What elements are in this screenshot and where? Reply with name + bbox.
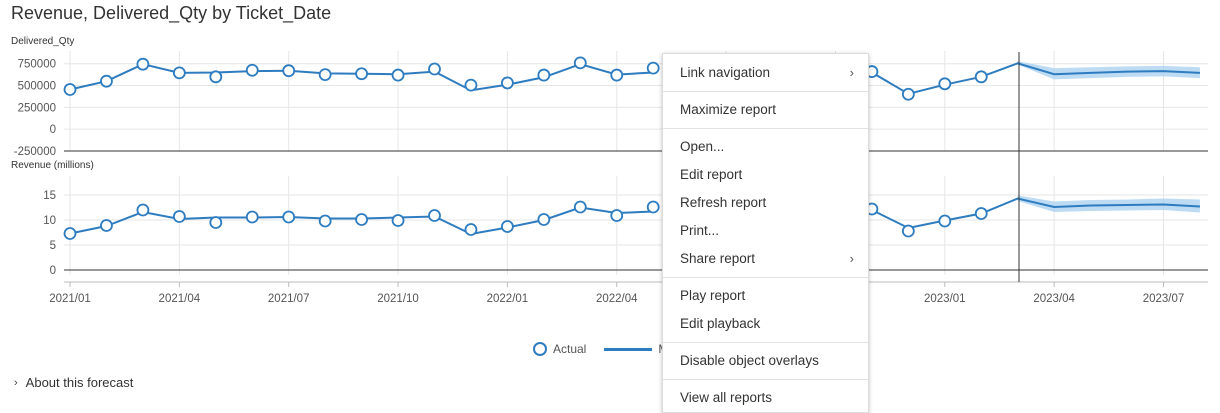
actual-data-point [355, 67, 369, 81]
actual-data-point [901, 224, 915, 238]
actual-data-point [100, 219, 113, 232]
actual-data-point [428, 209, 441, 222]
model-series-line [871, 62, 1200, 95]
chevron-right-icon: › [849, 251, 854, 266]
y-tick-label: 0 [50, 124, 56, 136]
y-tick-label: 10 [43, 215, 56, 227]
menu-item-open[interactable]: Open... [680, 139, 725, 154]
x-tick-label: 2023/04 [1033, 293, 1075, 305]
menu-separator [663, 342, 868, 343]
menu-item-refresh-report[interactable]: Refresh report [680, 195, 767, 210]
actual-data-point [391, 68, 405, 82]
actual-data-point [318, 214, 332, 228]
actual-data-point [209, 216, 223, 229]
actual-data-point [172, 210, 186, 223]
actual-data-point [355, 213, 369, 226]
actual-data-point [172, 66, 186, 80]
x-tick-label: 2022/01 [487, 293, 529, 305]
menu-item-print[interactable]: Print... [680, 223, 720, 238]
y-tick-label: 500000 [18, 81, 56, 93]
menu-item-disable-object-overlays[interactable]: Disable object overlays [680, 353, 819, 368]
actual-data-point [610, 209, 624, 222]
actual-data-point [245, 63, 259, 77]
x-tick-label: 2021/01 [49, 293, 91, 305]
y-tick-label: 250000 [18, 102, 56, 114]
actual-data-point [282, 64, 296, 78]
actual-data-point [974, 207, 988, 220]
legend-actual-marker [533, 342, 547, 356]
actual-data-point [646, 200, 660, 214]
y-axis-title: Revenue (millions) [11, 160, 94, 171]
about-forecast-label: About this forecast [25, 375, 134, 390]
y-tick-label: -250000 [14, 146, 56, 158]
actual-data-point [464, 223, 478, 236]
y-tick-label: 5 [50, 240, 56, 252]
actual-data-point [901, 87, 915, 101]
actual-data-point [245, 210, 259, 224]
forecast-confidence-band [1017, 195, 1200, 213]
context-menu: Link navigation › Maximize report Open..… [662, 53, 869, 413]
menu-item-view-all-reports[interactable]: View all reports [680, 390, 773, 405]
actual-data-point [537, 68, 551, 82]
actual-data-point [136, 57, 150, 71]
x-tick-label: 2021/04 [159, 293, 201, 305]
menu-item-link-navigation[interactable]: Link navigation › [663, 59, 868, 87]
revenue-panel: Revenue (millions) 15 10 5 0 [11, 160, 1208, 277]
actual-data-point [464, 78, 478, 92]
model-series-line [871, 197, 1201, 230]
menu-item-edit-report[interactable]: Edit report [680, 167, 743, 182]
actual-data-point [938, 214, 952, 228]
actual-data-point [63, 83, 77, 96]
menu-separator [663, 379, 868, 380]
y-tick-label: 750000 [18, 59, 56, 71]
actual-data-point [646, 61, 660, 75]
chevron-right-icon: › [14, 376, 18, 389]
actual-data-point [610, 68, 624, 82]
actual-data-point [136, 203, 150, 217]
x-tick-label: 2022/04 [596, 293, 638, 305]
actual-data-point [428, 62, 441, 76]
actual-data-point [537, 213, 551, 226]
actual-data-point [573, 56, 587, 70]
menu-item-edit-playback[interactable]: Edit playback [680, 316, 761, 331]
actual-data-point [282, 210, 296, 224]
legend-model-marker [604, 347, 653, 351]
chart-title: Revenue, Delivered_Qty by Ticket_Date [11, 3, 332, 23]
legend: Actual M [533, 342, 668, 356]
x-tick-label: 2023/01 [924, 293, 966, 305]
y-tick-label: 15 [43, 190, 56, 202]
delivered-qty-panel: Delivered_Qty 750000 500000 250000 0 -250000 [11, 36, 1208, 158]
menu-separator [663, 277, 868, 278]
actual-data-point [938, 77, 952, 91]
menu-separator [663, 91, 868, 92]
y-tick-label: 0 [50, 265, 56, 277]
x-axis: 2021/01 2021/04 2021/07 2021/10 2022/01 2022/… [49, 281, 1208, 305]
x-tick-label: 2021/07 [268, 293, 310, 305]
actual-data-point [974, 70, 988, 84]
actual-data-point [318, 68, 332, 82]
actual-data-point [500, 76, 514, 90]
actual-data-point [573, 200, 587, 214]
menu-separator [663, 128, 868, 129]
actual-data-point [63, 227, 77, 240]
y-axis-title: Delivered_Qty [11, 36, 74, 47]
legend-actual-label: Actual [553, 342, 587, 356]
menu-item-share-report[interactable]: Share report › [663, 245, 868, 273]
x-tick-label: 2023/07 [1143, 293, 1185, 305]
actual-data-point [209, 70, 223, 84]
menu-item-play-report[interactable]: Play report [680, 288, 746, 303]
x-tick-label: 2021/10 [377, 293, 419, 305]
about-forecast-toggle[interactable]: › About this forecast [14, 375, 133, 390]
actual-data-point [500, 220, 514, 233]
chevron-right-icon: › [849, 65, 854, 80]
actual-data-point [391, 214, 405, 227]
menu-item-maximize-report[interactable]: Maximize report [680, 102, 777, 117]
actual-data-point [100, 74, 113, 88]
